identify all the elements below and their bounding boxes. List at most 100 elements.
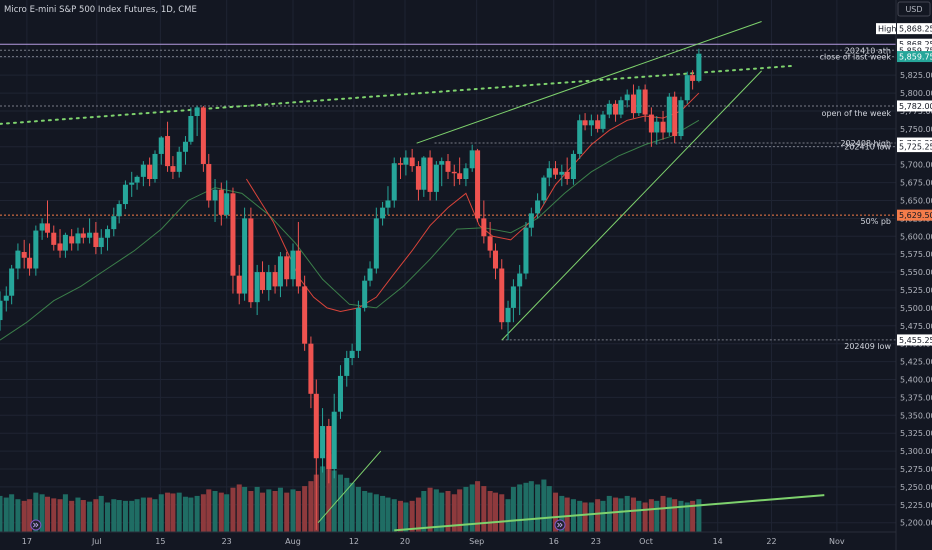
price-tag-label: High <box>878 25 896 34</box>
currency-box[interactable] <box>897 1 931 17</box>
volume-bar <box>380 495 386 532</box>
volume-bar <box>230 487 236 532</box>
price-tag-box <box>897 23 932 35</box>
candle-body <box>290 250 296 280</box>
volume-bar <box>277 487 283 532</box>
volume-bar <box>624 495 630 532</box>
volume-bar <box>44 496 51 532</box>
volume-bar <box>403 502 409 532</box>
time-tick-label: Jul <box>91 537 102 546</box>
volume-bar <box>355 486 361 532</box>
price-tick-label: 5,700.00 <box>900 161 932 170</box>
volume-bar <box>505 499 511 532</box>
volume-bar <box>362 491 368 532</box>
candlesticks <box>0 48 702 530</box>
volume-bar <box>200 494 206 532</box>
candle-body <box>129 182 135 185</box>
volume-bar <box>391 499 397 532</box>
candle-body <box>403 157 409 165</box>
volume-bar <box>254 486 260 532</box>
volume-bar <box>129 500 135 532</box>
volume-bar <box>517 484 523 532</box>
volume-bar <box>272 491 278 532</box>
price-tag-value: 5,859.75 <box>899 53 932 62</box>
candle-body <box>660 121 666 133</box>
volume-bar <box>320 466 326 532</box>
price-tick-label: 5,825.00 <box>900 71 932 80</box>
trendlines[interactable] <box>0 21 825 532</box>
volume-bar <box>194 495 200 532</box>
volume-bars <box>0 454 702 532</box>
candle-body <box>367 268 373 281</box>
volume-bar <box>409 500 415 532</box>
volume-bar <box>152 499 158 532</box>
volume-bar <box>242 486 248 532</box>
candle-body <box>308 343 314 394</box>
volume-bar <box>182 496 188 532</box>
volume-bar <box>165 492 171 532</box>
price-tag-box <box>897 100 932 112</box>
volume-bar <box>224 494 230 532</box>
candle-body <box>344 358 350 376</box>
candle-body <box>266 272 272 290</box>
time-axis[interactable]: 17 Jul 15 23 Aug 12 20 Sep 16 23 Oct 14 22 Nov <box>22 537 845 546</box>
volume-bar <box>15 499 21 532</box>
volume-bar <box>648 499 654 532</box>
volume-bar <box>457 489 463 532</box>
price-tick-label: 5,250.00 <box>900 483 932 492</box>
candle-body <box>87 232 93 238</box>
volume-bar <box>295 491 301 532</box>
volume-bar <box>367 492 373 532</box>
price-tick-label: 5,550.00 <box>900 268 932 277</box>
price-tick-label: 5,650.00 <box>900 196 932 205</box>
candle-body <box>21 252 27 258</box>
annotation-label: 202410 low <box>844 143 891 152</box>
volume-bar <box>415 497 421 532</box>
chart-title: Micro E-mini S&P 500 Index Futures, 1D, … <box>4 5 197 15</box>
volume-bar <box>105 502 111 532</box>
volume-bar <box>206 489 212 532</box>
candle-body <box>111 216 117 230</box>
trendline <box>416 21 762 144</box>
candle-body <box>380 207 386 219</box>
candle-body <box>577 120 583 154</box>
candle-body <box>62 234 68 251</box>
volume-bar <box>559 495 565 532</box>
volume-bar <box>122 500 128 532</box>
volume-bar <box>528 481 534 532</box>
volume-bar <box>618 498 624 532</box>
candle-body <box>44 223 51 233</box>
event-flags[interactable] <box>30 519 566 531</box>
candle-body <box>630 94 636 114</box>
price-tick-label: 5,375.00 <box>900 393 932 402</box>
price-tick-label: 5,500.00 <box>900 304 932 313</box>
volume-bar <box>158 494 164 532</box>
volume-bar <box>588 502 594 532</box>
volume-bar <box>51 498 57 532</box>
volume-bar <box>75 497 81 532</box>
candle-body <box>98 237 104 248</box>
candle-body <box>134 176 140 183</box>
candle-body <box>528 213 534 228</box>
moving-average-green <box>0 119 700 341</box>
candle-body <box>320 426 326 459</box>
candle-body <box>469 150 475 169</box>
volume-bar <box>349 482 355 532</box>
candle-body <box>684 75 690 101</box>
currency-label[interactable]: USD <box>905 5 922 14</box>
annotation-label: 202408 high <box>840 139 891 148</box>
volume-bar <box>510 486 516 532</box>
price-tag-box <box>897 38 932 50</box>
candle-body <box>69 236 75 244</box>
candle-body <box>362 280 368 308</box>
candle-body <box>648 114 654 133</box>
annotation-label: close of last week <box>820 53 892 62</box>
volume-bar <box>397 500 404 532</box>
volume-bar <box>98 495 104 532</box>
candle-body <box>678 100 684 137</box>
price-tick-label: 5,425.00 <box>900 358 932 367</box>
candle-body <box>397 163 404 165</box>
volume-bar <box>69 500 75 532</box>
volume-bar <box>451 494 457 532</box>
